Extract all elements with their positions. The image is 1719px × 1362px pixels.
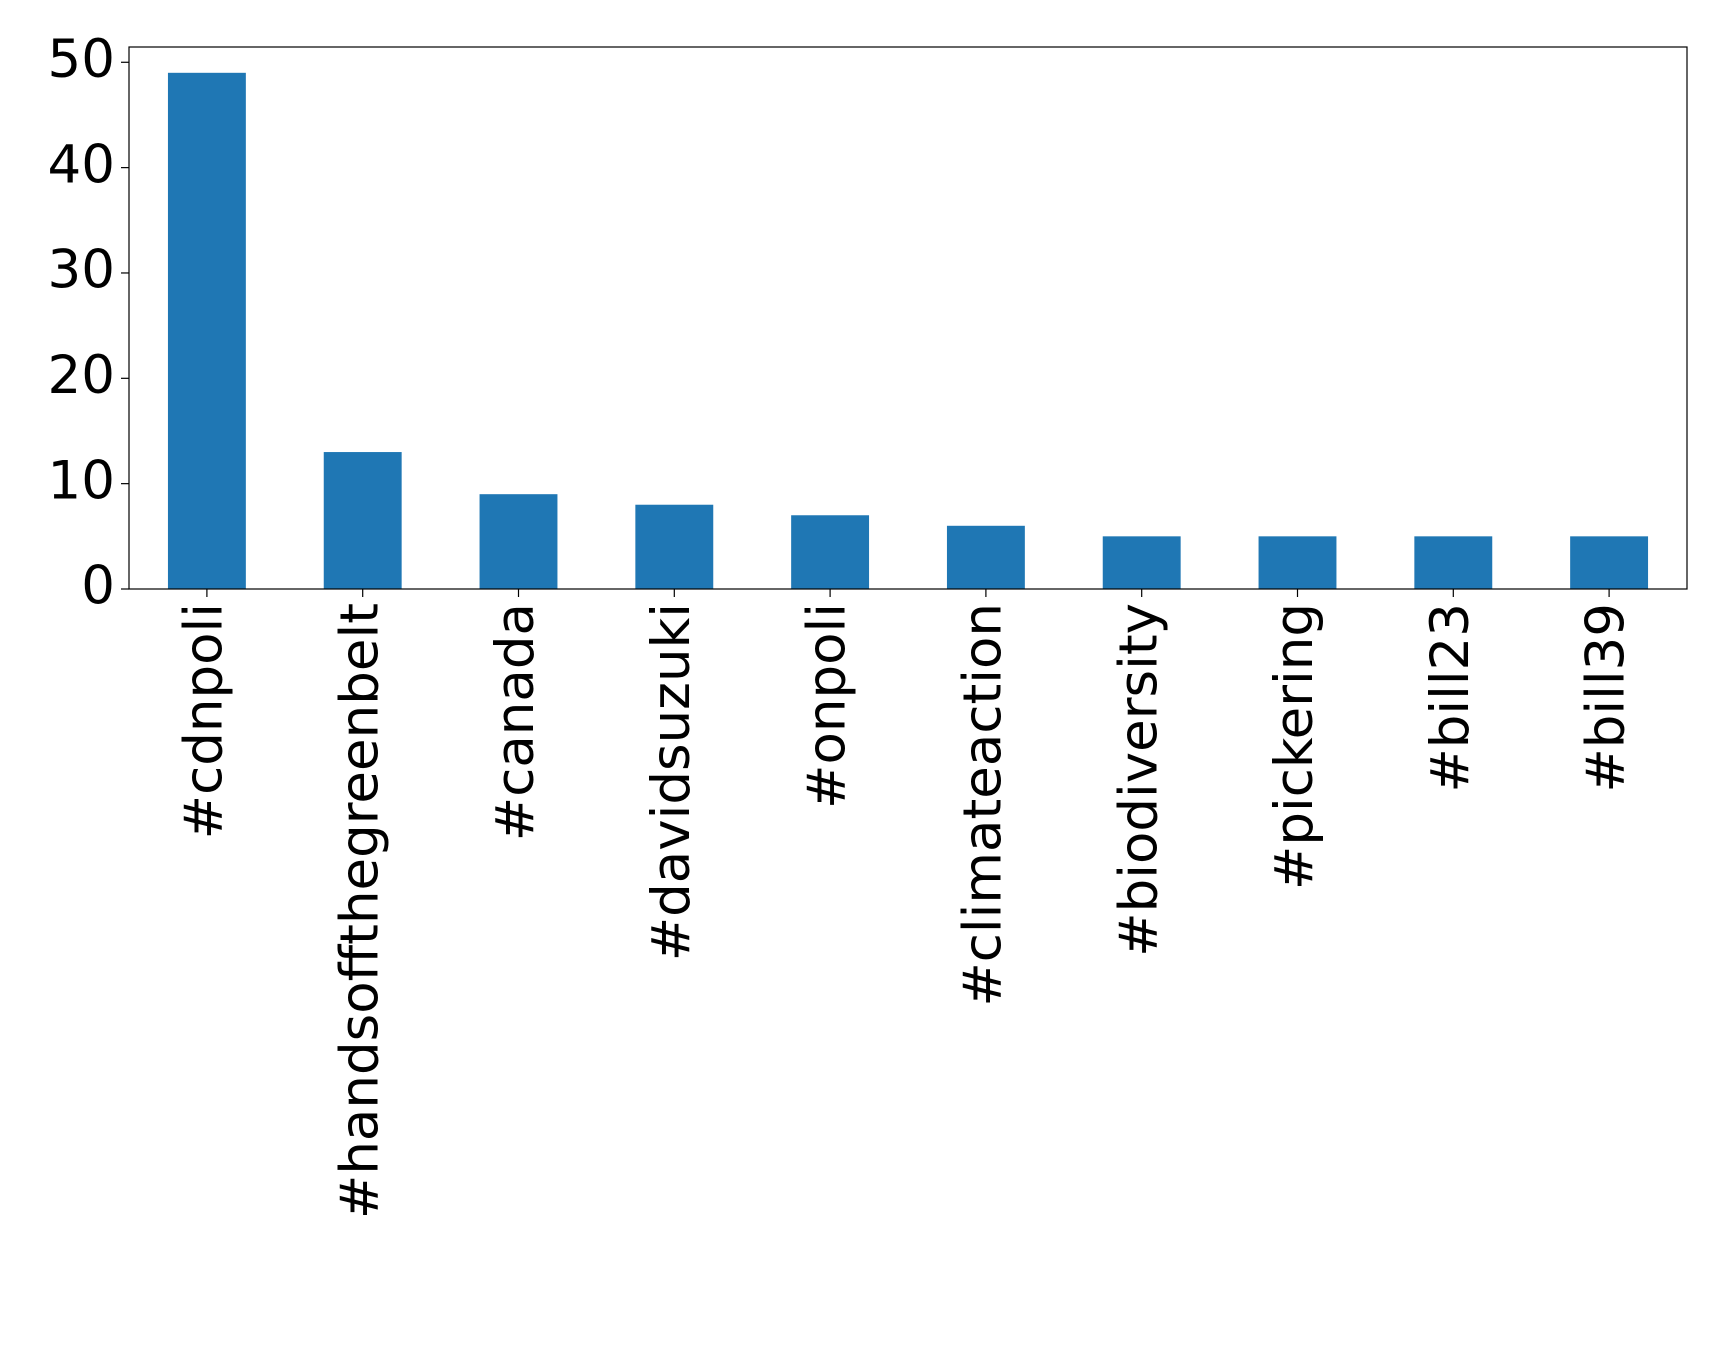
x-tick-label: #bill39 xyxy=(1576,603,1637,793)
x-tick-label: #canada xyxy=(485,603,546,841)
plot-frame xyxy=(128,46,1688,590)
bar xyxy=(791,515,870,589)
bar xyxy=(1258,536,1337,589)
y-tick-label: 0 xyxy=(81,556,115,617)
x-tick-label: #onpoli xyxy=(797,603,858,809)
x-tick-label: #cdnpoli xyxy=(174,603,235,839)
x-tick-label: #davidsuzuki xyxy=(641,603,702,961)
x-tick-label: #bill23 xyxy=(1420,603,1481,793)
x-tick-label: #climateaction xyxy=(953,603,1014,1007)
y-tick-label: 10 xyxy=(48,450,115,511)
y-tick-label: 20 xyxy=(48,345,115,406)
y-tick-label: 50 xyxy=(48,29,115,90)
bar xyxy=(635,504,714,589)
bar xyxy=(1570,536,1649,589)
y-tick-label: 40 xyxy=(48,134,115,195)
x-tick-label: #biodiversity xyxy=(1108,603,1169,957)
y-tick-label: 30 xyxy=(48,240,115,301)
bar xyxy=(479,494,558,589)
x-tick-label: #handsoffthegreenbelt xyxy=(329,603,390,1219)
bar xyxy=(1102,536,1181,589)
bar xyxy=(323,452,402,589)
x-tick-label: #pickering xyxy=(1264,603,1325,890)
bar xyxy=(167,72,246,590)
bar xyxy=(1414,536,1493,589)
bar xyxy=(946,525,1025,589)
